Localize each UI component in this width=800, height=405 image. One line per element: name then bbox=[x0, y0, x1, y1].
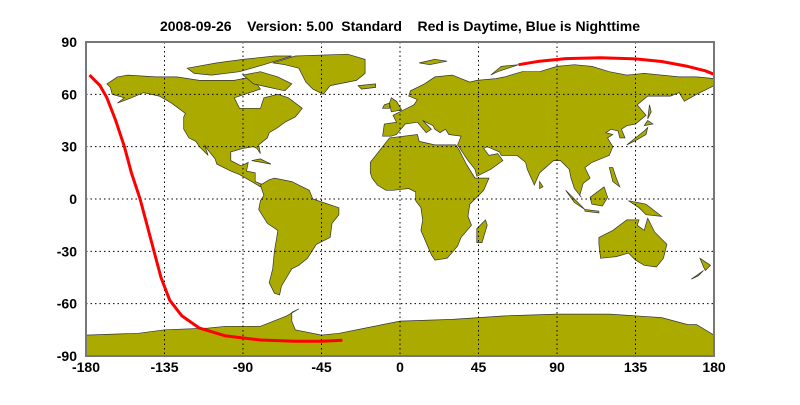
land-cuba bbox=[251, 158, 272, 165]
land-new-zealand-north bbox=[699, 257, 712, 272]
x-tick-label: -90 bbox=[233, 359, 253, 375]
track-segment bbox=[88, 74, 343, 343]
land-sumatra bbox=[565, 190, 586, 210]
axis-ticks: -180 -135 -90 -45 0 45 90 135 180 90 60 30 0 -30 -60 -9… bbox=[57, 34, 726, 375]
land-novaya-zemlya bbox=[490, 64, 519, 76]
land-hokkaido bbox=[643, 120, 654, 127]
land-south-america bbox=[258, 177, 340, 296]
x-tick-label: 90 bbox=[549, 359, 565, 375]
land-svalbard bbox=[419, 59, 448, 66]
land-iceland bbox=[357, 83, 376, 90]
x-tick-label: -45 bbox=[311, 359, 331, 375]
y-tick-label: -30 bbox=[57, 243, 77, 259]
land-eurasia bbox=[382, 64, 715, 198]
y-tick-label: -90 bbox=[57, 348, 77, 364]
land-new-guinea bbox=[628, 200, 663, 217]
land-australia bbox=[598, 217, 668, 268]
orbit-track bbox=[88, 56, 715, 343]
land-new-zealand-south bbox=[691, 270, 704, 280]
y-tick-label: 60 bbox=[61, 86, 77, 102]
land-madagascar bbox=[476, 219, 488, 243]
land-north-america bbox=[106, 74, 303, 188]
land-japan bbox=[626, 126, 649, 146]
track-segment bbox=[518, 56, 715, 76]
x-tick-label: 45 bbox=[471, 359, 487, 375]
land-arctic-islands bbox=[186, 55, 292, 76]
x-tick-label: -180 bbox=[72, 359, 100, 375]
land-greenland bbox=[272, 53, 366, 95]
land-africa bbox=[369, 134, 490, 261]
y-tick-label: 0 bbox=[69, 191, 77, 207]
x-tick-label: 0 bbox=[396, 359, 404, 375]
land-java bbox=[584, 209, 600, 214]
land-borneo bbox=[589, 186, 608, 207]
y-tick-label: 30 bbox=[61, 139, 77, 155]
y-tick-label: -60 bbox=[57, 296, 77, 312]
land-philippines bbox=[608, 167, 621, 188]
y-tick-label: 90 bbox=[61, 34, 77, 50]
x-tick-label: 180 bbox=[702, 359, 726, 375]
chart-title: 2008-09-26 Version: 5.00 Standard Red is… bbox=[160, 18, 640, 34]
x-tick-label: -135 bbox=[150, 359, 178, 375]
plot-frame bbox=[85, 41, 715, 357]
land-sri-lanka bbox=[539, 180, 544, 190]
land-sakhalin bbox=[647, 104, 652, 119]
land-baffin bbox=[242, 71, 293, 92]
land-ireland bbox=[382, 102, 390, 109]
x-tick-label: 135 bbox=[624, 359, 648, 375]
